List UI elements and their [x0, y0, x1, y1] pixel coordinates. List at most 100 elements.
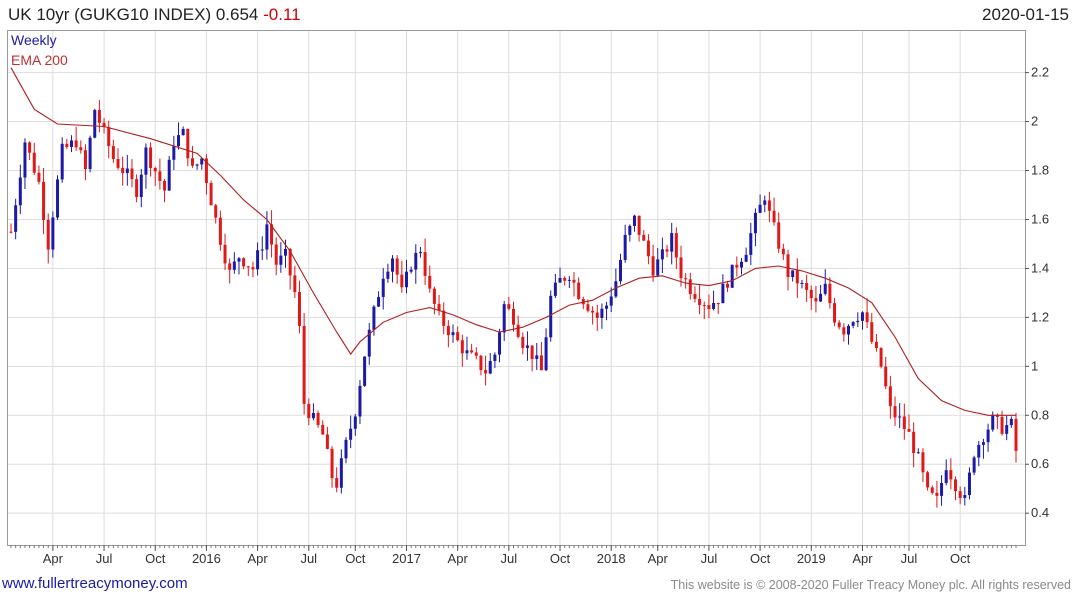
candle	[581, 296, 585, 310]
candle	[204, 154, 208, 195]
candle-body	[311, 412, 315, 419]
candle	[321, 420, 325, 435]
candle	[735, 256, 739, 277]
website-link[interactable]: www.fullertreacymoney.com	[2, 575, 188, 592]
candle-body	[251, 267, 255, 270]
candle	[991, 411, 995, 432]
candle-body	[391, 258, 395, 272]
candle	[637, 215, 641, 242]
candle-body	[981, 442, 985, 445]
candle-body	[916, 452, 920, 454]
candle	[163, 179, 167, 203]
candle	[172, 135, 176, 171]
candle-body	[121, 167, 125, 174]
candle-body	[232, 261, 236, 270]
candle-body	[265, 224, 269, 250]
candle-body	[381, 278, 385, 297]
candle	[367, 323, 371, 365]
y-tick-label: 2.2	[1031, 65, 1049, 80]
candle-body	[484, 370, 488, 374]
candle	[470, 343, 474, 354]
candle	[860, 311, 864, 330]
candle	[926, 470, 930, 491]
candle	[679, 245, 683, 287]
candle-body	[111, 146, 115, 159]
candle	[716, 302, 720, 315]
candle	[502, 300, 506, 342]
candle	[423, 238, 427, 285]
candle	[800, 279, 804, 289]
candle	[958, 486, 962, 505]
candle-body	[446, 325, 450, 336]
candle	[335, 467, 339, 493]
candle-body	[321, 424, 325, 435]
candle-body	[395, 258, 399, 275]
x-tick-label: Oct	[950, 551, 971, 566]
candle-body	[418, 252, 422, 254]
candle-body	[28, 142, 32, 153]
candle-body	[79, 147, 83, 151]
candle-body	[377, 296, 381, 307]
legend-weekly: Weekly	[11, 32, 57, 48]
copyright-notice: This website is © 2008-2020 Fuller Treac…	[670, 578, 1071, 592]
candle-body	[753, 212, 757, 234]
candle-body	[623, 234, 627, 260]
candle	[986, 423, 990, 452]
candle	[456, 326, 460, 342]
candle-body	[814, 298, 818, 302]
candle	[912, 422, 916, 468]
candle	[842, 323, 846, 342]
candle-body	[688, 279, 692, 294]
candle	[232, 252, 236, 274]
candle-body	[628, 225, 632, 235]
candle-body	[56, 179, 60, 218]
candle	[781, 243, 785, 260]
candle-body	[563, 277, 567, 281]
y-tick-label: 1.8	[1031, 163, 1049, 178]
candle-body	[358, 385, 362, 417]
candle-body	[181, 128, 185, 136]
y-tick-label: 0.6	[1031, 456, 1049, 471]
candle-body	[851, 322, 855, 326]
candle	[28, 141, 32, 161]
y-tick-label: 0.4	[1031, 505, 1049, 520]
candle-body	[190, 158, 194, 166]
candle-body	[605, 305, 609, 309]
candle-body	[297, 292, 301, 326]
candle-body	[777, 222, 781, 249]
y-tick-label: 1.6	[1031, 211, 1049, 226]
legend-ema: EMA 200	[11, 52, 68, 68]
candle-body	[242, 258, 246, 267]
candle-body	[949, 470, 953, 480]
candle	[83, 144, 87, 181]
candle	[437, 294, 441, 316]
candle-body	[828, 283, 832, 304]
candle	[270, 210, 274, 258]
ema-series	[10, 67, 1016, 416]
candle	[484, 355, 488, 386]
candle-body	[660, 249, 664, 260]
candle	[79, 140, 83, 154]
candle-body	[149, 147, 153, 168]
candle	[200, 157, 204, 170]
candle	[954, 476, 958, 501]
candle-body	[521, 336, 525, 348]
candle-body	[637, 215, 641, 235]
candle-body	[97, 110, 101, 123]
candle	[274, 237, 278, 276]
candle-body	[539, 355, 543, 371]
candle	[46, 213, 50, 264]
candle-body	[926, 472, 930, 488]
candle-body	[795, 270, 799, 284]
candle	[130, 159, 134, 188]
title-text: UK 10yr (GUKG10 INDEX) 0.654	[8, 5, 259, 24]
candle	[316, 410, 320, 428]
x-tick-label: 2018	[597, 551, 626, 566]
candle	[656, 248, 660, 277]
candle	[158, 158, 162, 190]
candle-body	[288, 248, 292, 276]
candle-body	[274, 244, 278, 265]
candle	[879, 347, 883, 369]
candle	[628, 224, 632, 242]
candle-body	[656, 259, 660, 276]
